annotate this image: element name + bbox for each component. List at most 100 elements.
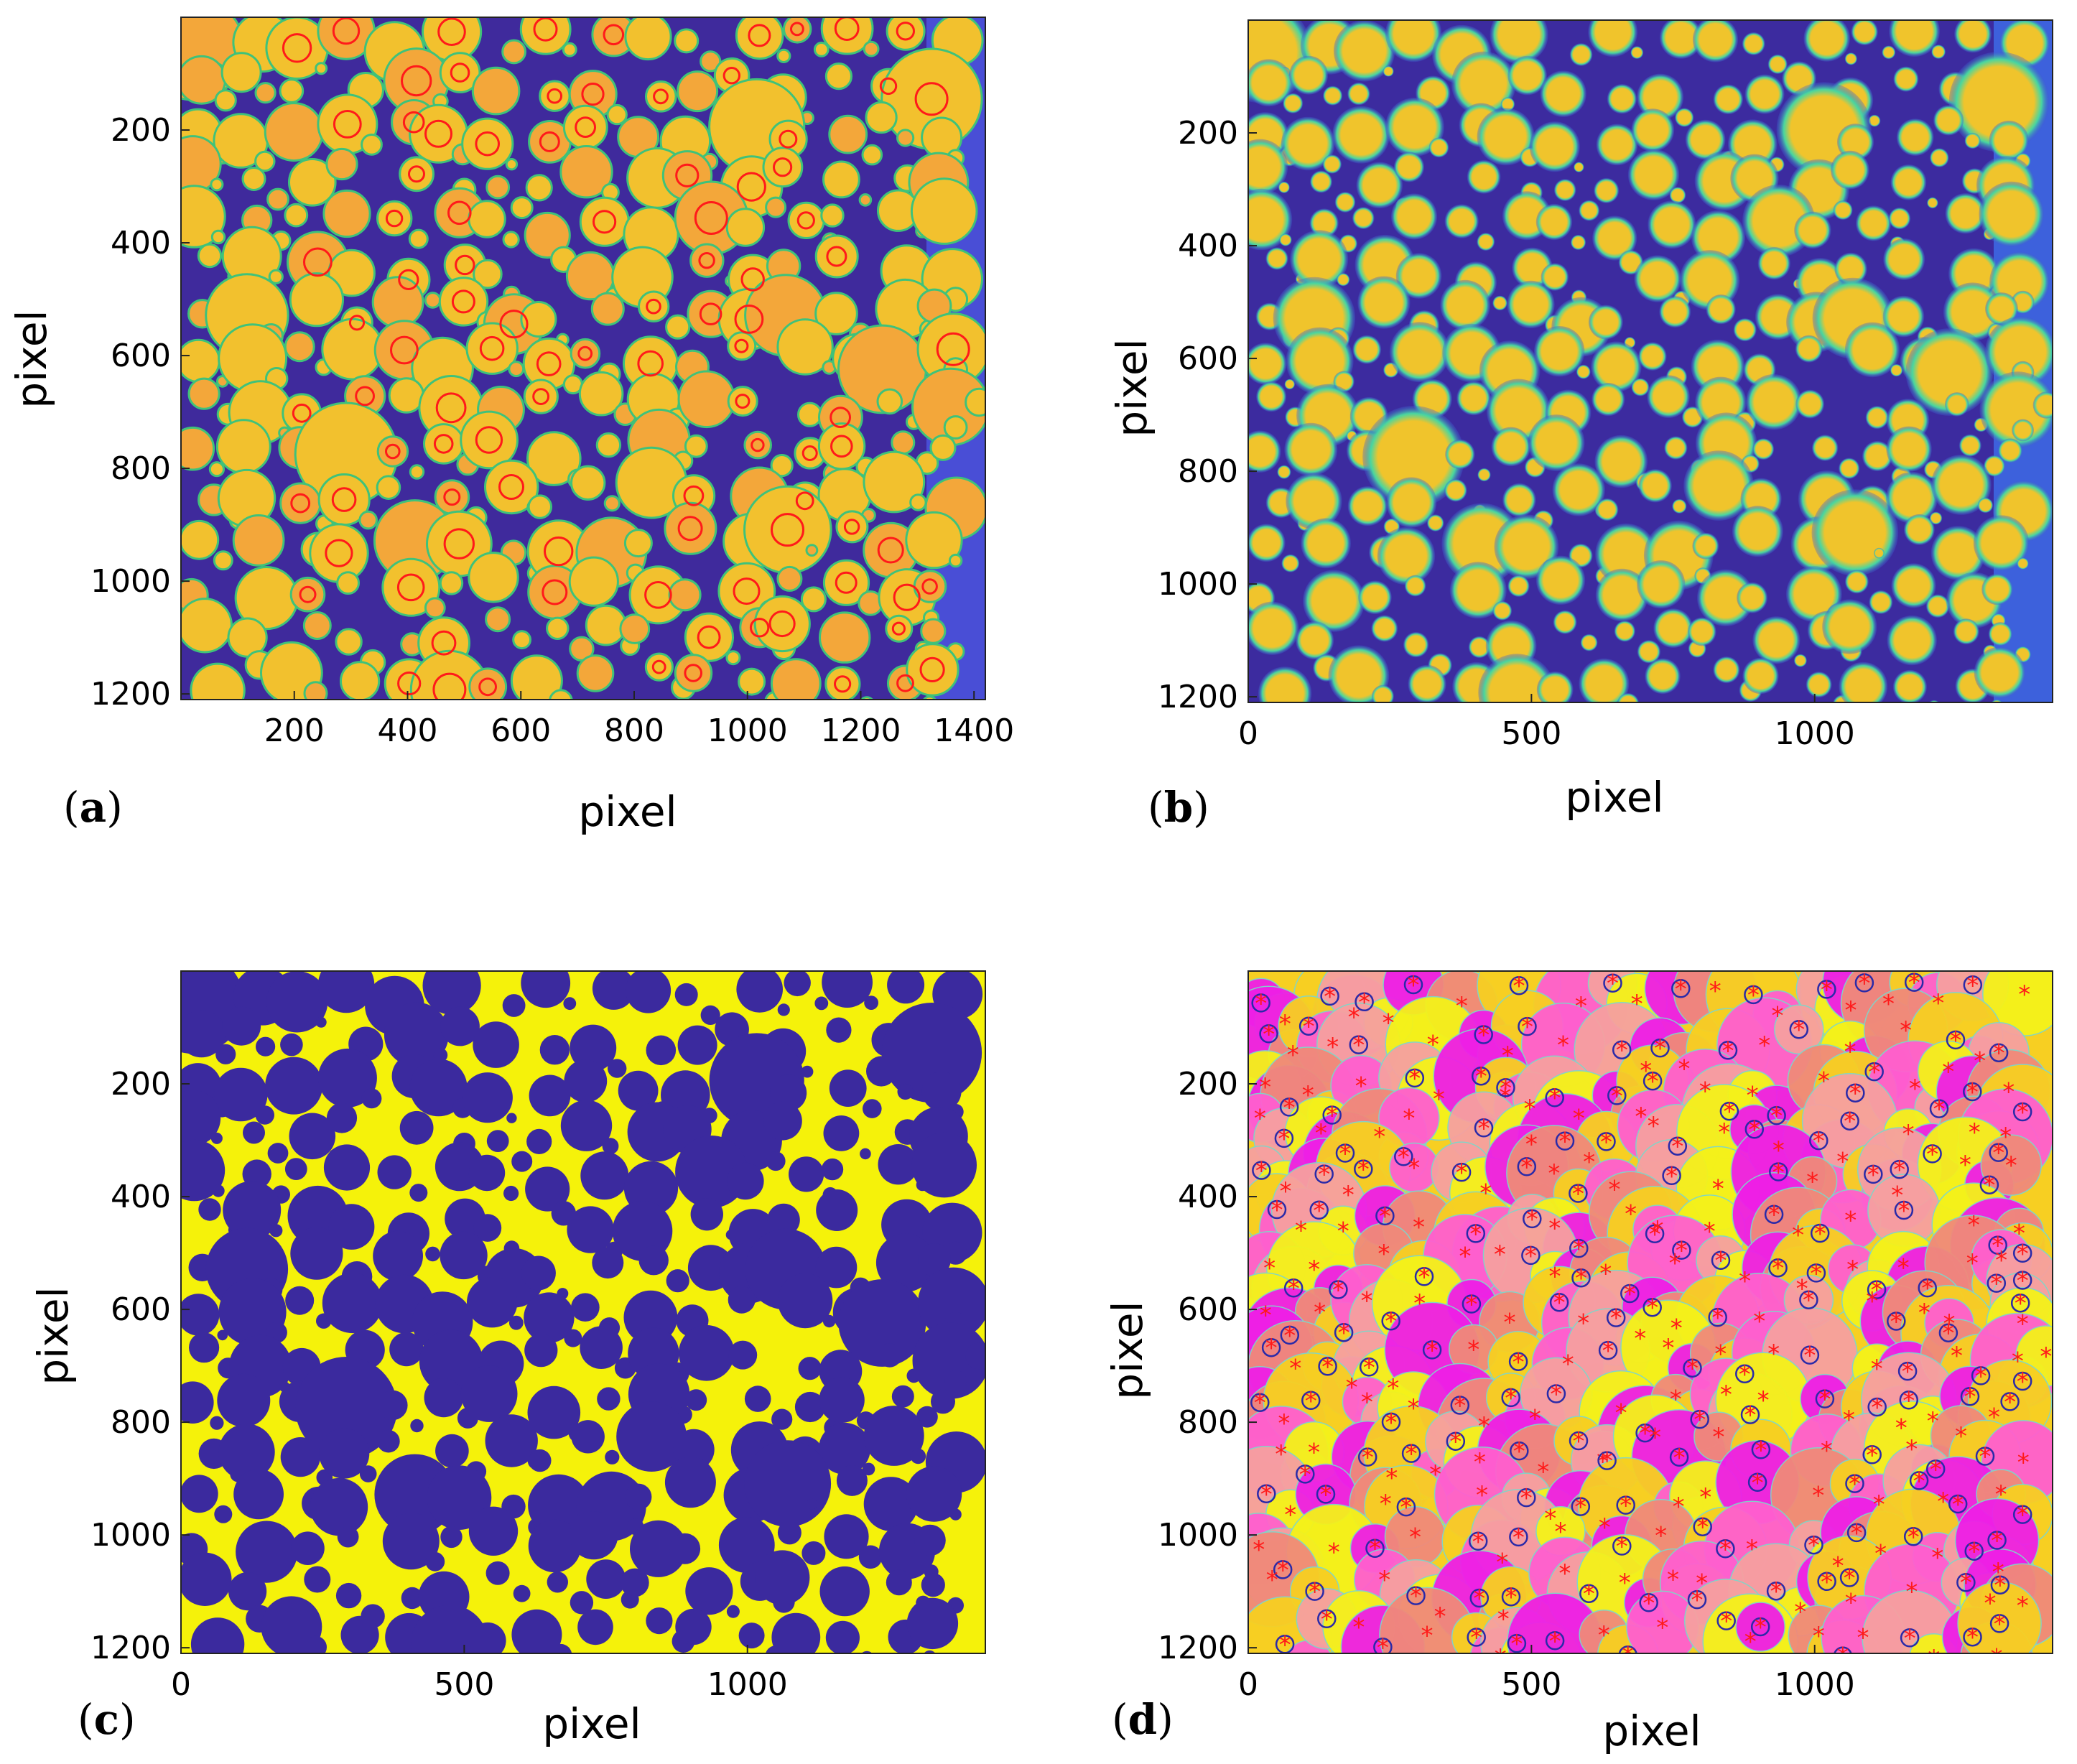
centroid-asterisk: * [1693, 1406, 1706, 1434]
droplet [506, 1113, 517, 1123]
centroid-asterisk: * [2040, 1342, 2052, 1371]
centroid-asterisk: * [1866, 1287, 1878, 1316]
droplet [1638, 342, 1667, 371]
droplet [1925, 594, 1950, 618]
droplet [623, 529, 653, 558]
droplet [303, 681, 328, 700]
centroid-circle [1279, 1097, 1299, 1117]
droplet [753, 595, 811, 653]
centroid-asterisk: * [1535, 1651, 1547, 1679]
centroid-circle [2012, 1371, 2032, 1391]
droplet [323, 1144, 371, 1191]
centroid-asterisk: * [1513, 1523, 1525, 1552]
droplet [376, 475, 401, 501]
droplet [862, 1462, 875, 1476]
droplet [1451, 51, 1516, 116]
centroid-circle [1569, 1184, 1588, 1203]
droplet [948, 553, 963, 568]
centroid-asterisk: * [1513, 1348, 1525, 1377]
droplet [1930, 148, 1949, 167]
centroid-asterisk: * [1403, 1105, 1415, 1133]
centroid-asterisk: * [1469, 1220, 1482, 1248]
droplet [828, 114, 868, 154]
centroid-asterisk: * [1952, 1490, 1964, 1519]
x-tick-label: 0 [171, 1666, 191, 1703]
droplet [1746, 374, 1802, 430]
droplet [624, 17, 672, 61]
droplet [1426, 514, 1444, 531]
centroid-circle [1545, 1087, 1564, 1108]
detection-circle [544, 536, 574, 567]
centroid-asterisk: * [1467, 1336, 1479, 1365]
detection-circle [699, 302, 722, 326]
droplet [197, 243, 223, 269]
centroid-asterisk: * [1413, 1213, 1425, 1242]
droplet [644, 652, 674, 682]
droplet [181, 1010, 226, 1058]
centroid-circle [1899, 1391, 1919, 1410]
droplet [744, 1385, 771, 1412]
detection-circle [455, 254, 475, 276]
droplet [181, 1294, 220, 1336]
centroid-circle [1381, 1412, 1401, 1432]
detection-circle [653, 88, 669, 105]
droplet [1675, 108, 1694, 127]
droplet [570, 1511, 618, 1560]
centroid-asterisk: * [1408, 1064, 1421, 1093]
centroid-circle [1766, 1581, 1786, 1601]
droplet [689, 243, 725, 278]
centroid-asterisk: * [1821, 1568, 1833, 1597]
droplet [236, 1521, 298, 1583]
droplet [1839, 458, 1860, 479]
droplet [1984, 455, 2005, 477]
centroid-circle [1938, 1323, 1958, 1342]
voronoi-cell [1982, 971, 2053, 1036]
centroid-asterisk: * [1930, 1455, 1942, 1484]
droplet [929, 434, 957, 461]
centroid-asterisk: * [1758, 1031, 1770, 1060]
detection-circle [835, 571, 858, 594]
droplet [563, 997, 577, 1011]
panel-b-ticks: 0 500 1000 200 400 600 800 1000 1200 [1158, 115, 1855, 752]
droplet [1732, 506, 1783, 557]
x-tick-label: 800 [604, 712, 664, 749]
droplet [358, 510, 378, 530]
centroid-asterisk: * [1711, 1304, 1724, 1332]
centroid-asterisk: * [1434, 1602, 1446, 1631]
droplet [376, 200, 413, 237]
voronoi-cell [1774, 1004, 1824, 1054]
centroid-asterisk: * [1808, 1531, 1820, 1560]
droplet [965, 1342, 985, 1370]
centroid-asterisk: * [1377, 1633, 1389, 1662]
centroid-circle [1887, 1312, 1906, 1331]
detection-circle [443, 528, 475, 560]
centroid-asterisk: * [1575, 992, 1587, 1021]
droplet [359, 1465, 377, 1482]
droplet [1248, 139, 1288, 195]
centroid-circle [1261, 1337, 1281, 1357]
droplet [382, 1513, 440, 1570]
droplet [1742, 657, 1779, 695]
centroid-asterisk: * [1631, 990, 1643, 1018]
droplet [1248, 188, 1293, 251]
y-tick-label: 800 [1178, 453, 1238, 490]
centroid-asterisk: * [1846, 1255, 1859, 1284]
centroid-asterisk: * [1755, 1613, 1767, 1642]
droplet [336, 571, 361, 595]
droplet [304, 1566, 331, 1593]
droplet [727, 1162, 764, 1200]
droplet [886, 1569, 912, 1596]
centroid-circle [1250, 1393, 1270, 1412]
y-tick-label: 1200 [90, 676, 171, 712]
droplet [215, 1044, 236, 1064]
centroid-circle [1744, 1120, 1765, 1139]
panel-c-mask-droplets [181, 971, 985, 1653]
centroid-circle [1809, 1131, 1829, 1151]
droplet [770, 454, 794, 478]
droplet [1631, 378, 1650, 396]
centroid-circle [1569, 1238, 1589, 1258]
centroid-circle [1662, 1166, 1681, 1186]
centroid-asterisk: * [1339, 1140, 1352, 1169]
centroid-asterisk: * [2015, 1289, 2027, 1318]
detection-circle [877, 537, 904, 564]
